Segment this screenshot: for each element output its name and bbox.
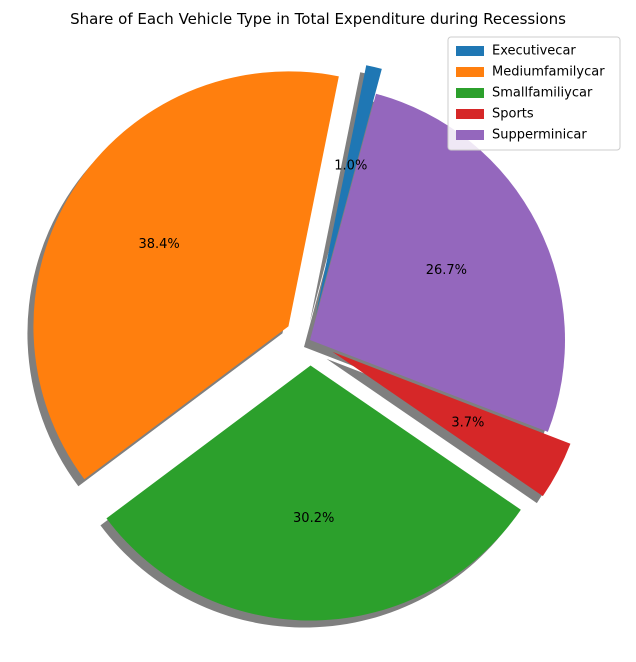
pie-slice-sports (332, 351, 571, 497)
legend-label-smallfamiliycar: Smallfamiliycar (492, 86, 593, 101)
legend-label-executivecar: Executivecar (492, 44, 576, 59)
legend-swatch-smallfamiliycar (456, 88, 484, 98)
pie-slices (33, 65, 571, 621)
slice-label-smallfamiliycar: 30.2% (293, 511, 334, 526)
pie-slice-executivecar (315, 65, 382, 316)
pie-slice-supperminicar (310, 93, 565, 432)
slice-label-executivecar: 1.0% (334, 159, 367, 174)
pie-slice-mediumfamilycar (33, 71, 339, 480)
legend-swatch-executivecar (456, 46, 484, 56)
slice-label-mediumfamilycar: 38.4% (138, 237, 179, 252)
legend-label-mediumfamilycar: Mediumfamilycar (492, 65, 605, 80)
legend-label-sports: Sports (492, 107, 534, 122)
legend-swatch-supperminicar (456, 130, 484, 140)
slice-label-supperminicar: 26.7% (426, 263, 467, 278)
slice-label-sports: 3.7% (451, 416, 484, 431)
chart-title: Share of Each Vehicle Type in Total Expe… (70, 10, 566, 28)
legend-swatch-sports (456, 109, 484, 119)
legend-label-supperminicar: Supperminicar (492, 128, 587, 143)
pie-slice-smallfamiliycar (106, 365, 521, 621)
legend-box (447, 36, 621, 151)
legend: Executivecar Mediumfamilycar Smallfamiliyc… (447, 36, 621, 151)
slice-labels: 1.0% 38.4% 30.2% 3.7% 26.7% (138, 159, 484, 526)
legend-swatch-mediumfamilycar (456, 67, 484, 77)
